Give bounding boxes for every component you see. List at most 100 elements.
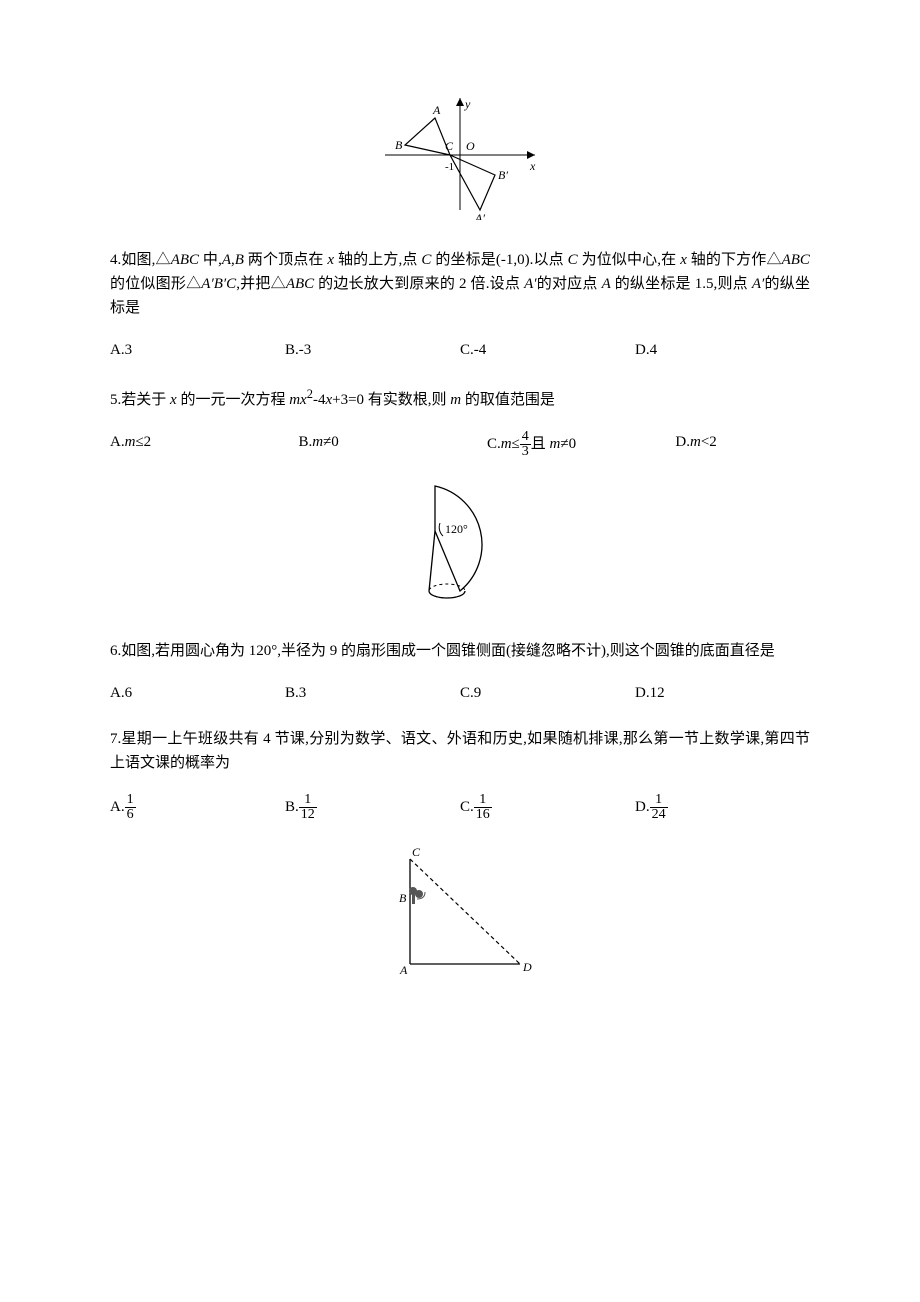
q7-d-num: 1: [650, 793, 668, 808]
q6-option-c: C.9: [460, 681, 635, 705]
q6-options: A.6 B.3 C.9 D.12: [110, 681, 810, 705]
bottom-figure: C B A D: [110, 844, 810, 987]
q4-t10: 的边长放大到原来的 2 倍.设点: [314, 276, 524, 292]
q5-a-pre: A.: [110, 434, 125, 450]
q5-b-pre: B.: [298, 434, 312, 450]
q4-text: 4.如图,△ABC 中,A,B 两个顶点在 x 轴的上方,点 C 的坐标是(-1…: [110, 248, 810, 320]
q7-d-pre: D.: [635, 799, 650, 815]
q5-c-var1: m: [501, 436, 512, 452]
q4-t12: 的纵坐标是 1.5,则点: [611, 276, 752, 292]
point-B-bottom: B: [399, 891, 407, 905]
coordinate-plane-svg: y x O -1 A B C B′ A′: [375, 90, 545, 220]
q5-t5: 的取值范围是: [461, 392, 555, 408]
q6-figure: 120°: [110, 481, 810, 619]
q7-option-a: A.16: [110, 793, 285, 822]
q4-t6: 为位似中心,在: [578, 252, 681, 268]
q5-t4: +3=0 有实数根,则: [332, 392, 450, 408]
q5-a-rest: ≤2: [135, 434, 151, 450]
q5-option-b: B.m≠0: [298, 430, 486, 459]
q4-t2: 中,: [199, 252, 222, 268]
y-axis-label: y: [464, 97, 471, 111]
q5-c-rest: ≠0: [560, 436, 576, 452]
q4-v-a: A: [222, 252, 231, 268]
angle-label: 120°: [445, 522, 468, 536]
q5-v-mx: mx: [289, 392, 307, 408]
q7-option-d: D.124: [635, 793, 810, 822]
point-A-prime: A′: [474, 211, 485, 220]
point-C-bottom: C: [412, 845, 421, 859]
q5-d-var: m: [690, 434, 701, 450]
q4-t1: 4.如图,△: [110, 252, 171, 268]
q4-t4: 轴的上方,点: [334, 252, 421, 268]
q5-option-d: D.m<2: [675, 430, 810, 459]
point-B-prime: B′: [498, 168, 508, 182]
point-A: A: [432, 103, 441, 117]
q5-c-le: ≤: [512, 436, 520, 452]
q4-t9: ,并把△: [236, 276, 286, 292]
cone-svg: 120°: [385, 481, 535, 611]
q7-d-frac: 124: [650, 793, 668, 822]
q4-option-c: C.-4: [460, 338, 635, 362]
q4-option-a: A.3: [110, 338, 285, 362]
q5-c-num: 4: [520, 430, 531, 445]
q4-v-c-1: C: [421, 252, 431, 268]
q4-v-a2b2c: A′B′C: [201, 276, 236, 292]
q7-c-num: 1: [474, 793, 492, 808]
point-C: C: [445, 139, 454, 153]
q4-v-abc-2: ABC: [782, 252, 810, 268]
q4-t3: 两个顶点在: [244, 252, 327, 268]
q7-b-num: 1: [299, 793, 317, 808]
q4-t5: 的坐标是(-1,0).以点: [431, 252, 567, 268]
point-B: B: [395, 138, 403, 152]
q4-v-a-2: A: [602, 276, 611, 292]
q5-t3: -4: [313, 392, 326, 408]
q6-text: 6.如图,若用圆心角为 120°,半径为 9 的扇形围成一个圆锥侧面(接缝忽略不…: [110, 639, 810, 663]
q4-v-b: B: [235, 252, 244, 268]
q4-v-abc-1: ABC: [171, 252, 199, 268]
q4-options: A.3 B.-3 C.-4 D.4: [110, 338, 810, 362]
q5-d-pre: D.: [675, 434, 690, 450]
q6-option-d: D.12: [635, 681, 810, 705]
q5-option-a: A.m≤2: [110, 430, 298, 459]
tick-neg1: -1: [445, 161, 454, 173]
q5-b-rest: ≠0: [323, 434, 339, 450]
q5-text: 5.若关于 x 的一元一次方程 mx2-4x+3=0 有实数根,则 m 的取值范…: [110, 384, 810, 412]
q5-option-c: C.m≤43且 m≠0: [487, 430, 675, 459]
origin-label: O: [466, 139, 475, 153]
q7-b-den: 12: [299, 808, 317, 822]
q5-c-and: 且: [531, 436, 550, 452]
q4-t11: 的对应点: [537, 276, 602, 292]
q5-d-rest: <2: [701, 434, 717, 450]
q5-a-var: m: [125, 434, 136, 450]
q7-a-den: 6: [125, 808, 136, 822]
q5-c-den: 3: [520, 445, 531, 459]
q7-c-den: 16: [474, 808, 492, 822]
q7-c-pre: C.: [460, 799, 474, 815]
x-axis-label: x: [529, 159, 536, 173]
q7-option-c: C.116: [460, 793, 635, 822]
page: y x O -1 A B C B′ A′ 4.如图,△ABC 中,A,B 两个顶…: [0, 0, 920, 1302]
q7-a-num: 1: [125, 793, 136, 808]
q7-d-den: 24: [650, 808, 668, 822]
q4-v-abc-3: ABC: [286, 276, 314, 292]
q7-c-frac: 116: [474, 793, 492, 822]
q4-v-a2-1: A′: [524, 276, 536, 292]
q5-c-var2: m: [550, 436, 561, 452]
q7-b-frac: 112: [299, 793, 317, 822]
q5-t2: 的一元一次方程: [177, 392, 290, 408]
q7-b-pre: B.: [285, 799, 299, 815]
q5-b-var: m: [312, 434, 323, 450]
q7-a-frac: 16: [125, 793, 136, 822]
q7-option-b: B.112: [285, 793, 460, 822]
q5-v-m: m: [450, 392, 461, 408]
q4-option-d: D.4: [635, 338, 810, 362]
q5-c-pre: C.: [487, 436, 501, 452]
q4-figure: y x O -1 A B C B′ A′: [110, 90, 810, 228]
q5-options: A.m≤2 B.m≠0 C.m≤43且 m≠0 D.m<2: [110, 430, 810, 459]
point-A-bottom: A: [399, 963, 408, 977]
q6-option-a: A.6: [110, 681, 285, 705]
q4-v-a2-2: A′: [752, 276, 764, 292]
q4-v-x-2: x: [680, 252, 687, 268]
q5-c-frac: 43: [520, 430, 531, 459]
q5-v-x-1: x: [170, 392, 177, 408]
